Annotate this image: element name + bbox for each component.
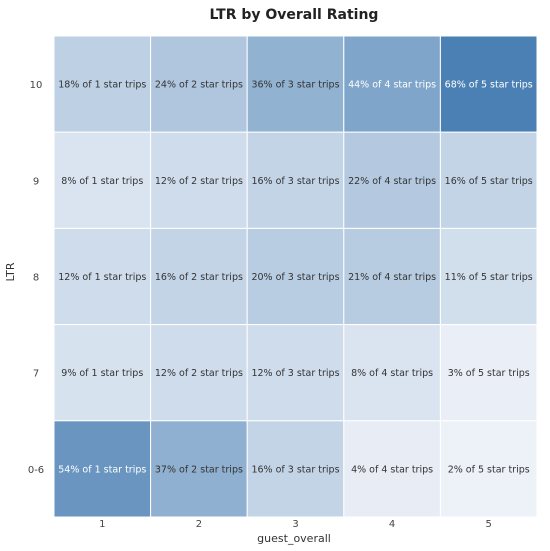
cell-label: 9% of 1 star trips	[61, 368, 143, 379]
x-tick-label: 4	[389, 519, 395, 530]
cell-label: 68% of 5 star trips	[445, 80, 533, 91]
cell-label: 8% of 1 star trips	[61, 176, 143, 187]
y-tick-label: 8	[33, 273, 39, 284]
y-tick-label: 7	[33, 369, 39, 380]
y-tick-label: 10	[30, 80, 43, 91]
cell-label: 24% of 2 star trips	[155, 80, 243, 91]
heatmap-cell	[246, 131, 345, 229]
heatmap-cell	[53, 420, 152, 518]
cell-label: 21% of 4 star trips	[348, 272, 436, 283]
heatmap-cell	[246, 227, 345, 326]
x-axis-label: guest_overall	[257, 532, 331, 545]
heatmap-cell	[53, 324, 152, 422]
heatmap-cell	[150, 420, 248, 518]
y-axis-ticks: 10 9 8 7 0-6	[28, 80, 44, 476]
cell-label: 12% of 1 star trips	[58, 272, 146, 283]
cell-label: 22% of 4 star trips	[348, 176, 436, 187]
cell-label: 16% of 5 star trips	[445, 176, 533, 187]
y-tick-label: 0-6	[28, 465, 44, 476]
cell-label: 3% of 5 star trips	[448, 368, 530, 379]
cell-label: 37% of 2 star trips	[155, 464, 243, 475]
x-tick-label: 2	[196, 519, 202, 530]
heatmap-cell	[343, 35, 441, 133]
y-tick-label: 9	[33, 176, 39, 187]
heatmap-cell	[439, 227, 538, 326]
heatmap-cell	[150, 35, 248, 133]
cell-label: 2% of 5 star trips	[448, 464, 530, 475]
cell-label: 16% of 3 star trips	[251, 464, 339, 475]
heatmap-cell	[343, 324, 441, 422]
heatmap-cell	[246, 35, 345, 133]
cell-label: 12% of 2 star trips	[155, 176, 243, 187]
cell-label: 8% of 4 star trips	[351, 368, 433, 379]
heatmap-cell	[439, 131, 538, 229]
heatmap-cell	[53, 35, 152, 133]
heatmap-cell	[53, 131, 152, 229]
heatmap-cell	[343, 227, 441, 326]
cell-label: 54% of 1 star trips	[58, 464, 146, 475]
chart-title: LTR by Overall Rating	[210, 7, 379, 23]
y-axis-label: LTR	[4, 262, 17, 281]
cell-label: 20% of 3 star trips	[251, 272, 339, 283]
heatmap-cell	[150, 227, 248, 326]
x-tick-label: 1	[99, 519, 105, 530]
cell-label: 44% of 4 star trips	[348, 80, 436, 91]
x-tick-label: 3	[292, 519, 298, 530]
cell-label: 11% of 5 star trips	[445, 272, 533, 283]
heatmap-cell	[439, 35, 538, 133]
heatmap-cell	[439, 420, 538, 518]
heatmap-cell	[150, 324, 248, 422]
cell-label: 16% of 2 star trips	[155, 272, 243, 283]
cell-label: 36% of 3 star trips	[251, 80, 339, 91]
heatmap-cell	[439, 324, 538, 422]
x-tick-label: 5	[486, 519, 492, 530]
cell-label: 18% of 1 star trips	[58, 80, 146, 91]
cell-label: 4% of 4 star trips	[351, 464, 433, 475]
heatmap-cell	[246, 420, 345, 518]
cell-label: 12% of 3 star trips	[251, 368, 339, 379]
heatmap-cell	[246, 324, 345, 422]
heatmap-cells: 18% of 1 star trips 24% of 2 star trips 36…	[53, 35, 538, 518]
cell-label: 12% of 2 star trips	[155, 368, 243, 379]
x-axis-ticks: 1 2 3 4 5	[99, 519, 492, 530]
cell-label: 16% of 3 star trips	[251, 176, 339, 187]
